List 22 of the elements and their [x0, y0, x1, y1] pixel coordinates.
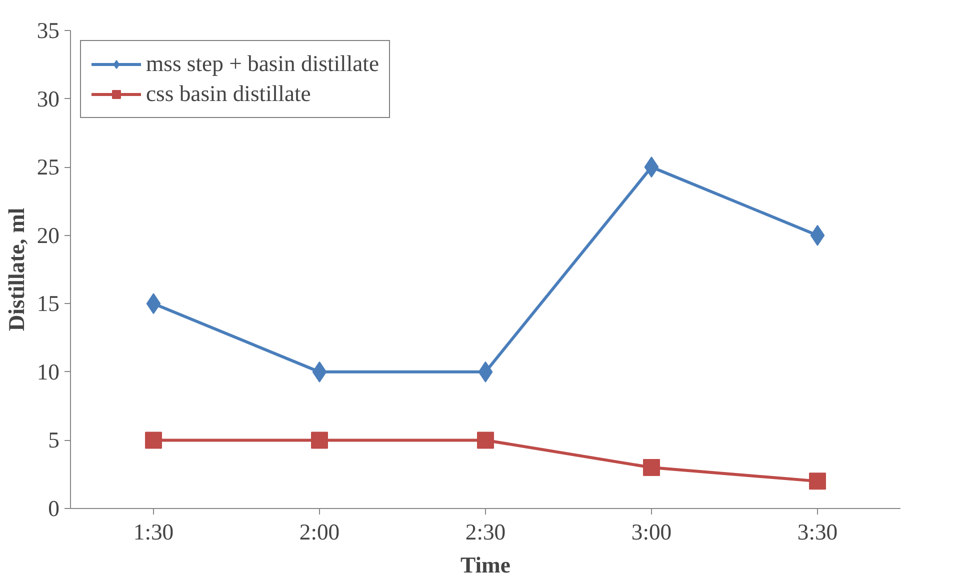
- x-axis-title: Time: [460, 552, 510, 578]
- x-tick-label: 1:30: [133, 520, 174, 544]
- y-tick-label: 30: [36, 86, 60, 112]
- y-tick-label: 15: [36, 291, 60, 316]
- y-tick-label: 0: [48, 496, 60, 521]
- y-tick-label: 10: [36, 359, 60, 384]
- y-tick-label: 25: [36, 154, 60, 180]
- y-tick-label: 20: [36, 222, 60, 248]
- y-tick-label: 35: [36, 18, 60, 43]
- y-axis-title: Distillate, ml: [4, 208, 29, 332]
- x-tick-label: 2:00: [299, 520, 340, 544]
- x-tick-label: 2:30: [465, 520, 506, 544]
- x-tick-label: 3:30: [797, 520, 838, 544]
- legend-label: mss step + basin distillate: [146, 51, 380, 77]
- y-tick-label: 5: [48, 428, 60, 453]
- point: [477, 432, 494, 449]
- point: [145, 432, 162, 449]
- point: [809, 472, 826, 490]
- point: [643, 459, 660, 476]
- x-tick-label: 3:00: [631, 520, 672, 544]
- point: [311, 432, 328, 449]
- legend-label: css basin distillate: [146, 81, 311, 107]
